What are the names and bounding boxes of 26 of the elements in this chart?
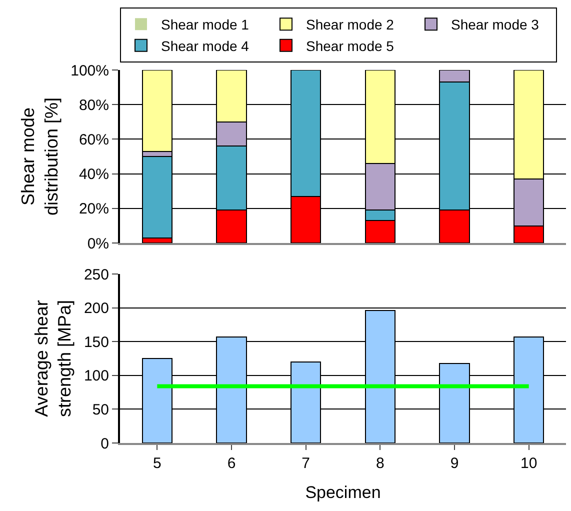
x-tick-label: 6 (227, 455, 236, 472)
x-tick-label: 9 (450, 455, 459, 472)
y-axis-title: Shear mode distribution [%] (18, 98, 62, 216)
legend-label: Shear mode 3 (451, 16, 540, 33)
y-tick-label: 80% (78, 96, 109, 114)
x-tick-label: 10 (520, 455, 538, 472)
y-tick-label: 0% (87, 235, 109, 252)
y-tick-label: 60% (78, 131, 109, 148)
y-tick-label: 100 (84, 368, 109, 385)
legend-label: Shear mode 1 (161, 16, 250, 33)
y-tick-label: 150 (84, 334, 109, 351)
y-tick-label: 40% (78, 166, 109, 184)
y-tick-label: 50 (92, 401, 109, 418)
y-axis-title: Average shear strength [MPa] (31, 300, 75, 418)
x-tick-label: 7 (302, 455, 310, 472)
y-tick-label: 250 (84, 266, 109, 284)
y-tick-label: 200 (84, 300, 109, 318)
legend-label: Shear mode 5 (306, 38, 394, 54)
legend-label: Shear mode 4 (161, 38, 250, 54)
x-tick-label: 8 (376, 455, 384, 472)
x-axis-title: Specimen (305, 482, 381, 502)
y-tick-label: 0 (100, 435, 109, 452)
y-tick-label: 20% (78, 200, 109, 218)
legend-label: Shear mode 2 (306, 16, 394, 33)
x-tick-label: 5 (153, 455, 162, 472)
y-tick-label: 100% (70, 62, 109, 80)
